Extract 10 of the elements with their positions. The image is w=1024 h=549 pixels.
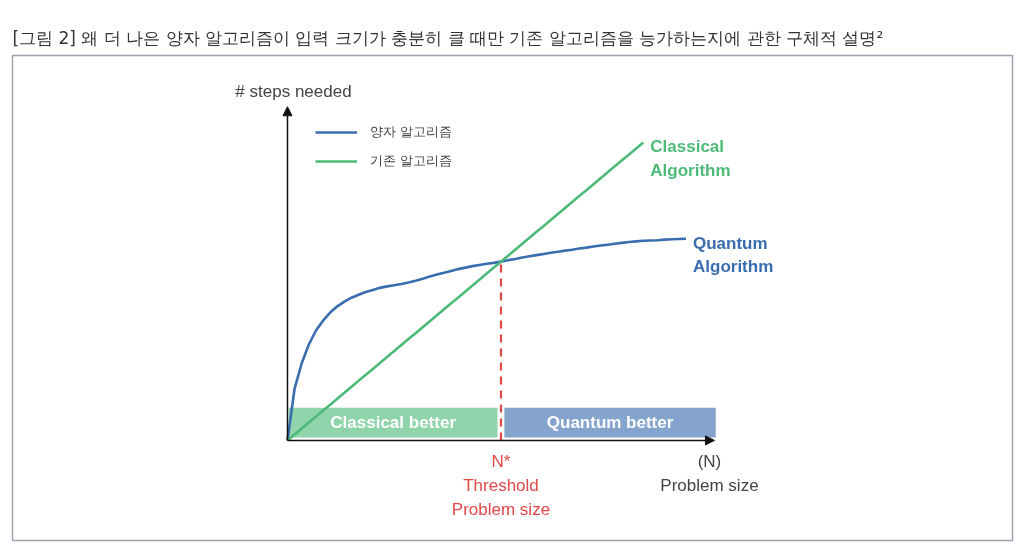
chart-title: [그림 2] 왜 더 나은 양자 알고리즘이 입력 크기가 충분히 클 때만 기존 알고리즘을 능가하는지에 관한 구체적 설명² (12, 27, 884, 48)
x-axis-title: (N) Problem size (660, 452, 759, 496)
y-axis-title: # steps needed (235, 81, 352, 101)
annotation: Quantum better (546, 413, 674, 433)
text: N* Threshold Problem size (451, 452, 551, 519)
annotation: Classical better (330, 413, 457, 433)
legend-label: 기존 알고리즘 (370, 152, 453, 170)
annotation: Quantum Algorithm (693, 233, 774, 277)
annotation: Classical Algorithm (650, 137, 731, 181)
legend-label: 양자 알고리즘 (370, 123, 453, 141)
